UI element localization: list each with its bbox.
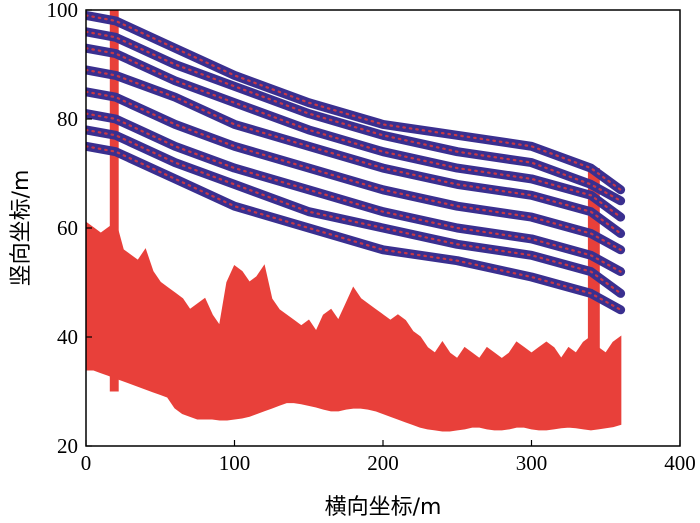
y-tick-label: 60 [57, 216, 78, 240]
y-tick-label: 40 [57, 325, 78, 349]
x-tick-label: 0 [81, 451, 92, 475]
y-tick-label: 20 [57, 434, 78, 458]
power-line-2 [86, 27, 626, 206]
power-line-6 [86, 109, 626, 277]
x-tick-label: 300 [516, 451, 548, 475]
power-line-4 [86, 65, 626, 238]
y-tick-label: 100 [47, 0, 79, 22]
y-axis-title: 竖向坐标/m [9, 170, 34, 287]
plot-area [86, 10, 626, 432]
x-tick-label: 400 [664, 451, 696, 475]
tower-1 [109, 10, 119, 392]
power-line-3 [86, 43, 626, 222]
power-line-5 [86, 87, 626, 255]
y-axis: 20 40 60 80 100 [47, 0, 92, 458]
power-line-7 [86, 125, 626, 298]
power-line-1 [86, 10, 626, 195]
x-tick-label: 100 [219, 451, 251, 475]
terrain-point-cloud [86, 221, 622, 432]
x-axis-title: 横向坐标/m [325, 495, 442, 520]
y-tick-label: 80 [57, 107, 78, 131]
x-tick-label: 200 [367, 451, 399, 475]
x-axis: 0 100 200 300 400 [81, 440, 696, 475]
power-line-8 [86, 141, 626, 315]
